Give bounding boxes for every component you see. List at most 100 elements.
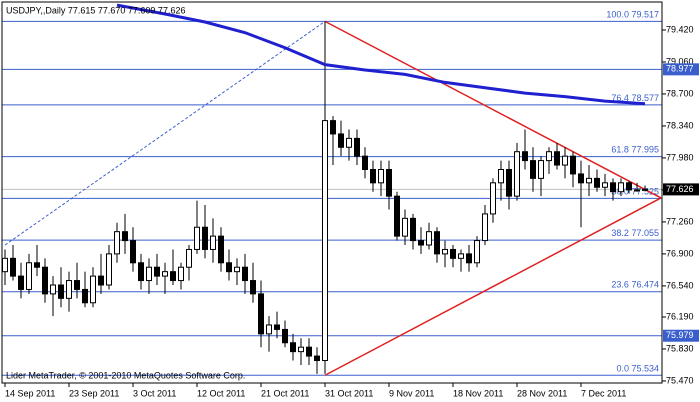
candle-body: [154, 266, 160, 277]
fibo-price: 77.995: [631, 145, 659, 155]
candle-body: [234, 266, 240, 273]
candle-body: [34, 262, 40, 268]
candle-body: [562, 155, 568, 166]
candle-body: [106, 253, 112, 286]
y-tick-label: 75.470: [666, 375, 694, 385]
candle-body: [386, 168, 392, 197]
x-tick-label: 12 Oct 2011: [197, 388, 245, 398]
candle-body: [338, 133, 344, 148]
candle-body: [642, 188, 648, 191]
footer: Lider MetaTrader, © 2001-2010 MetaQuotes…: [6, 370, 245, 380]
y-tick-label: 77.980: [666, 152, 694, 162]
hline-price-label: 78.977: [666, 64, 694, 74]
candle-body: [226, 262, 232, 273]
candle-body: [130, 240, 136, 264]
candle-body: [306, 346, 312, 357]
candle-body: [82, 288, 88, 304]
candle-body: [10, 257, 16, 277]
fibo-label: 76.4 78.577: [611, 93, 659, 103]
x-tick-label: 18 Nov 2011: [453, 388, 503, 398]
candle-body: [538, 160, 544, 179]
candle-body: [274, 324, 280, 330]
candle-body: [506, 168, 512, 197]
moving-average: [116, 3, 646, 106]
candle-body: [18, 275, 24, 290]
candle-body: [490, 182, 496, 215]
candle-body: [482, 213, 488, 242]
candle-body: [586, 177, 592, 184]
chart-title: USDJPY,,Daily 77.615 77.670 77.609 77.62…: [6, 5, 185, 15]
candle-body: [202, 226, 208, 250]
candle-body: [474, 240, 480, 264]
y-tick-label: 77.260: [666, 216, 694, 226]
fibo-label: 23.6 76.474: [611, 280, 659, 290]
x-tick-label: 14 Sep 2011: [5, 388, 55, 398]
candle-body: [418, 240, 424, 246]
hline-price-box: [663, 329, 699, 342]
candle-body: [250, 280, 256, 295]
candle-body: [602, 182, 608, 188]
candle-body: [194, 226, 200, 250]
fibo-ratio: 38.2: [611, 229, 629, 239]
candle-body: [146, 266, 152, 282]
candle-body: [210, 235, 216, 250]
candle-body: [442, 248, 448, 255]
current-price-box: [663, 183, 699, 196]
candle-body: [122, 231, 128, 242]
x-tick-label: 28 Nov 2011: [517, 388, 567, 398]
candle-body: [626, 182, 632, 191]
candle-body: [634, 189, 640, 192]
x-tick-label: 21 Oct 2011: [261, 388, 309, 398]
fibo-ratio: 61.8: [611, 145, 629, 155]
candle-body: [570, 155, 576, 175]
fibo-price: 77.055: [631, 229, 659, 239]
y-tick-label: 79.420: [666, 24, 694, 34]
fibo-label: 38.2 77.055: [611, 229, 659, 239]
y-tick-label: 79.060: [666, 56, 694, 66]
candle-body: [530, 160, 536, 179]
x-tick-label: 23 Sep 2011: [69, 388, 119, 398]
candle-body: [378, 168, 384, 184]
candle-body: [242, 266, 248, 282]
fibo-ratio: 100.0: [606, 10, 629, 20]
fibo-ratio: 76.4: [611, 93, 629, 103]
hline-price-box: [663, 63, 699, 76]
candle-body: [290, 342, 296, 353]
y-tick-label: 76.540: [666, 280, 694, 290]
candle-body: [522, 151, 528, 162]
candle-body: [90, 275, 96, 304]
fibo-price: 76.474: [631, 280, 659, 290]
y-tick-label: 78.700: [666, 88, 694, 98]
candle-body: [314, 355, 320, 362]
candle-body: [178, 266, 184, 282]
candle-body: [346, 137, 352, 148]
candle-body: [170, 271, 176, 282]
candle-body: [498, 168, 504, 184]
x-tick-label: 3 Oct 2011: [133, 388, 176, 398]
candle-body: [610, 182, 616, 193]
fibo-price: 79.517: [631, 10, 659, 20]
candle-body: [26, 262, 32, 290]
hline-price-label: 75.979: [666, 330, 694, 340]
trend-line: [4, 20, 326, 246]
candle-body: [186, 248, 192, 268]
plot-border: [1, 1, 663, 384]
candle-body: [138, 262, 144, 282]
candle-body: [410, 217, 416, 242]
fibo-price: 77.525: [631, 187, 659, 197]
candle-body: [282, 328, 288, 344]
candle-body: [402, 217, 408, 237]
candle-body: [74, 280, 80, 290]
current-price-label: 77.626: [666, 184, 694, 194]
candle-body: [66, 280, 72, 299]
candle-body: [618, 182, 624, 193]
x-tick-label: 7 Dec 2011: [581, 388, 626, 398]
candle-body: [2, 257, 8, 273]
candle-body: [546, 151, 552, 162]
y-tick-label: 78.340: [666, 120, 694, 130]
candle-body: [594, 177, 600, 188]
candle-body: [298, 346, 304, 353]
